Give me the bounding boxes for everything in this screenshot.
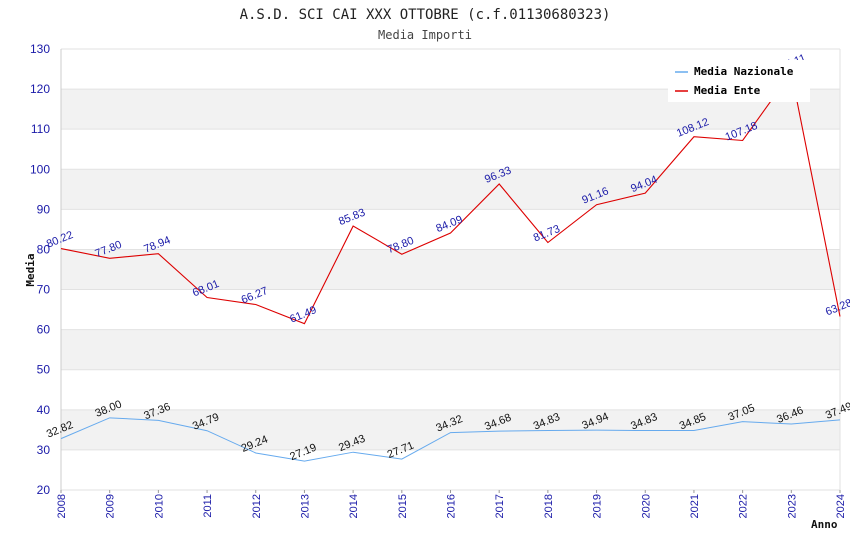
x-tick-label: 2019 <box>592 494 604 518</box>
y-tick-label: 20 <box>37 483 51 497</box>
grid-band <box>61 249 840 290</box>
grid-band <box>61 169 840 210</box>
x-axis-ticks: 2008 2009 2010 2011 2012 2013 2014 2015 2016 2017… <box>56 490 847 518</box>
x-tick-label: 2008 <box>56 494 68 518</box>
y-tick-label: 40 <box>37 403 51 417</box>
series-group <box>60 71 841 462</box>
chart-subtitle: Media Importi <box>378 28 472 42</box>
x-tick-label: 2013 <box>299 494 311 518</box>
x-tick-label: 2024 <box>835 494 847 518</box>
x-tick-label: 2015 <box>397 494 409 518</box>
x-tick-label: 2023 <box>786 494 798 518</box>
y-axis-label: Media <box>24 253 37 286</box>
x-tick-label: 2017 <box>494 494 506 518</box>
x-tick-label: 2012 <box>251 494 263 518</box>
x-axis-label: Anno <box>811 518 838 531</box>
legend-label-ente: Media Ente <box>694 84 761 97</box>
x-tick-label: 2021 <box>689 494 701 518</box>
chart-title: A.S.D. SCI CAI XXX OTTOBRE (c.f.01130680… <box>240 7 611 23</box>
y-axis-ticks: 20 30 40 50 60 70 80 90 100 110 120 130 <box>30 42 50 497</box>
y-tick-label: 50 <box>37 363 51 377</box>
grid-lines <box>60 48 841 491</box>
y-tick-label: 30 <box>37 443 51 457</box>
grid-band <box>61 329 840 370</box>
y-tick-label: 110 <box>31 122 50 136</box>
x-tick-label: 2009 <box>105 494 117 518</box>
data-label: 80.22 <box>45 229 75 250</box>
legend-box <box>668 60 810 102</box>
legend: Media Nazionale Media Ente <box>668 60 810 102</box>
x-tick-label: 2020 <box>640 494 652 518</box>
grid-bands <box>61 89 840 450</box>
series-line-nazionale <box>60 417 841 462</box>
y-tick-label: 80 <box>37 242 51 256</box>
y-tick-label: 90 <box>37 202 51 216</box>
x-tick-label: 2010 <box>153 494 165 518</box>
legend-label-nazionale: Media Nazionale <box>694 65 794 78</box>
y-tick-label: 130 <box>30 42 50 56</box>
x-tick-label: 2022 <box>738 494 750 518</box>
x-tick-label: 2016 <box>446 494 458 518</box>
x-tick-label: 2018 <box>543 494 555 518</box>
data-label: 61.49 <box>288 304 318 325</box>
series-line-ente <box>60 71 841 325</box>
y-tick-label: 60 <box>37 323 51 337</box>
y-tick-label: 100 <box>30 162 50 176</box>
grid-band <box>61 409 840 450</box>
data-label: 84.09 <box>434 214 464 235</box>
x-tick-label: 2011 <box>202 494 214 518</box>
y-tick-label: 120 <box>30 82 50 96</box>
x-tick-label: 2014 <box>348 494 360 518</box>
y-tick-label: 70 <box>37 283 51 297</box>
